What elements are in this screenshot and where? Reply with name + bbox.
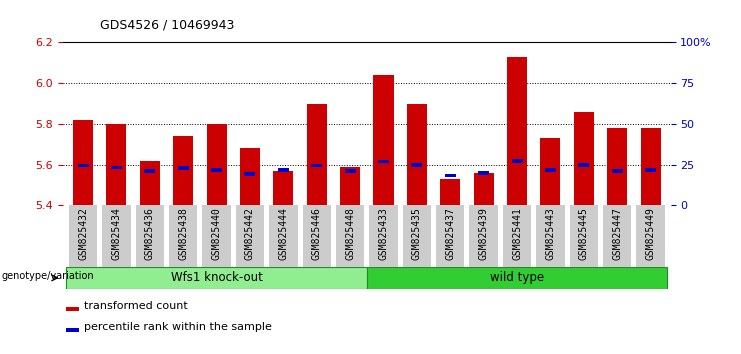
Bar bbox=[440, 179, 460, 205]
Bar bbox=[540, 138, 560, 205]
Bar bbox=[202, 205, 230, 267]
Bar bbox=[336, 205, 365, 267]
Bar bbox=[436, 205, 465, 267]
Bar bbox=[411, 164, 422, 167]
Bar bbox=[378, 160, 389, 164]
Bar bbox=[144, 169, 156, 172]
Text: GSM825443: GSM825443 bbox=[545, 207, 556, 260]
Bar bbox=[66, 328, 79, 332]
Bar bbox=[570, 205, 598, 267]
Text: GSM825441: GSM825441 bbox=[512, 207, 522, 260]
Bar bbox=[473, 173, 494, 205]
Bar bbox=[507, 57, 527, 205]
Bar bbox=[511, 159, 522, 163]
Bar bbox=[173, 136, 193, 205]
Text: GSM825448: GSM825448 bbox=[345, 207, 355, 260]
Bar bbox=[211, 168, 222, 172]
Bar bbox=[245, 172, 256, 176]
Bar bbox=[269, 205, 298, 267]
Bar bbox=[345, 169, 356, 172]
Bar bbox=[369, 205, 398, 267]
Bar bbox=[78, 164, 88, 167]
Text: GSM825444: GSM825444 bbox=[279, 207, 288, 260]
Bar bbox=[178, 166, 189, 170]
Bar bbox=[407, 103, 427, 205]
Text: GSM825433: GSM825433 bbox=[379, 207, 388, 260]
Bar bbox=[340, 167, 360, 205]
Bar bbox=[278, 169, 289, 172]
Text: GSM825434: GSM825434 bbox=[111, 207, 122, 260]
Bar bbox=[307, 103, 327, 205]
Bar bbox=[367, 267, 667, 289]
Bar bbox=[66, 307, 79, 311]
Bar bbox=[240, 148, 260, 205]
Bar bbox=[207, 124, 227, 205]
Text: wild type: wild type bbox=[490, 272, 544, 284]
Bar bbox=[69, 205, 97, 267]
Text: GSM825439: GSM825439 bbox=[479, 207, 488, 260]
Bar bbox=[574, 112, 594, 205]
Bar bbox=[273, 171, 293, 205]
Bar bbox=[102, 205, 130, 267]
Text: Wfs1 knock-out: Wfs1 knock-out bbox=[170, 272, 262, 284]
Bar bbox=[578, 163, 589, 167]
Bar bbox=[169, 205, 197, 267]
Bar bbox=[140, 161, 160, 205]
Text: GSM825432: GSM825432 bbox=[78, 207, 88, 260]
Bar bbox=[402, 205, 431, 267]
Bar bbox=[111, 166, 122, 170]
Bar bbox=[478, 171, 489, 175]
Bar bbox=[640, 128, 660, 205]
Bar bbox=[607, 128, 627, 205]
Bar bbox=[73, 120, 93, 205]
Text: GSM825446: GSM825446 bbox=[312, 207, 322, 260]
Text: GDS4526 / 10469943: GDS4526 / 10469943 bbox=[100, 19, 234, 32]
Bar bbox=[136, 205, 164, 267]
Text: percentile rank within the sample: percentile rank within the sample bbox=[84, 322, 272, 332]
Bar bbox=[373, 75, 393, 205]
Bar bbox=[503, 205, 531, 267]
Bar bbox=[470, 205, 498, 267]
Bar bbox=[611, 169, 622, 172]
Bar bbox=[67, 267, 367, 289]
Bar bbox=[302, 205, 331, 267]
Text: GSM825440: GSM825440 bbox=[212, 207, 222, 260]
Text: GSM825445: GSM825445 bbox=[579, 207, 589, 260]
Text: GSM825436: GSM825436 bbox=[144, 207, 155, 260]
Text: transformed count: transformed count bbox=[84, 301, 188, 311]
Bar bbox=[445, 173, 456, 177]
Bar bbox=[603, 205, 631, 267]
Bar bbox=[236, 205, 264, 267]
Text: GSM825438: GSM825438 bbox=[178, 207, 188, 260]
Text: GSM825442: GSM825442 bbox=[245, 207, 255, 260]
Text: GSM825447: GSM825447 bbox=[612, 207, 622, 260]
Text: GSM825435: GSM825435 bbox=[412, 207, 422, 260]
Bar bbox=[645, 169, 656, 172]
Text: GSM825437: GSM825437 bbox=[445, 207, 455, 260]
Bar bbox=[545, 168, 556, 172]
Text: genotype/variation: genotype/variation bbox=[1, 271, 94, 281]
Bar bbox=[637, 205, 665, 267]
Bar bbox=[107, 124, 127, 205]
Text: GSM825449: GSM825449 bbox=[645, 207, 656, 260]
Bar bbox=[536, 205, 565, 267]
Bar bbox=[311, 164, 322, 167]
